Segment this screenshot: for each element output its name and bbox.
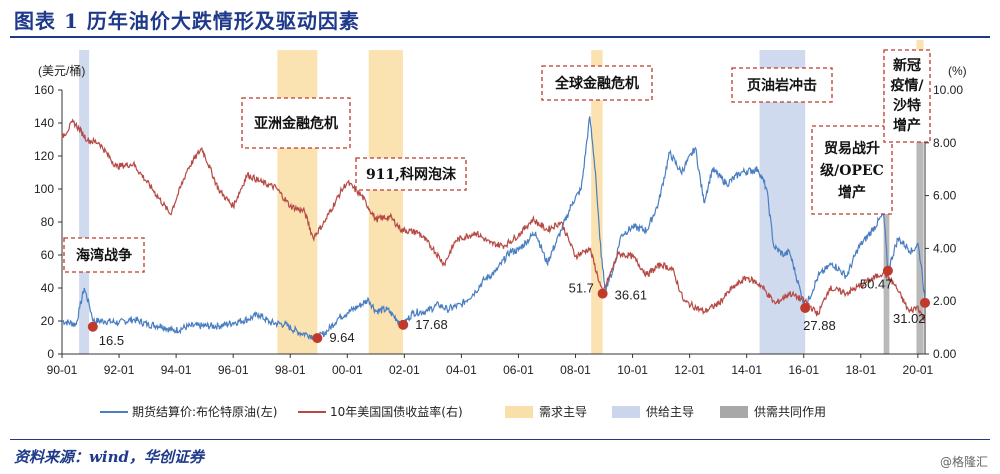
legend-label: 期货结算价:布伦特原油(左) — [132, 404, 277, 419]
right-tick-label: 2.00 — [933, 294, 957, 308]
value-label: 51.7 — [569, 281, 594, 296]
footer-divider — [10, 439, 990, 440]
left-tick-label: 60 — [41, 248, 55, 262]
chart-series — [61, 116, 926, 342]
legend-label: 需求主导 — [539, 405, 587, 419]
right-tick-label: 8.00 — [933, 136, 957, 150]
shaded-region-demand — [277, 50, 318, 354]
marker-label: 31.02 — [893, 311, 926, 326]
annotation-text: 沙特 — [893, 97, 921, 114]
marker-label: 27.88 — [803, 318, 836, 333]
source-note: 资料来源：wind，华创证券 — [14, 448, 205, 466]
right-tick-label: 10.00 — [933, 83, 963, 97]
x-tick-label: 18-01 — [845, 363, 876, 377]
left-tick-label: 120 — [34, 149, 54, 163]
marker-label: 36.61 — [615, 288, 648, 303]
x-tick-label: 14-01 — [731, 363, 762, 377]
annotation-text: 增产 — [838, 184, 866, 201]
x-tick-label: 98-01 — [275, 363, 306, 377]
x-tick-label: 20-01 — [903, 363, 934, 377]
annotation-box — [541, 65, 653, 101]
left-tick-label: 100 — [34, 182, 54, 196]
annotation-box — [355, 157, 467, 191]
legend-box-swatch — [505, 406, 533, 418]
annotation-box — [731, 67, 833, 103]
annotation-text: 新冠 — [893, 57, 921, 74]
shaded-region-demand — [368, 50, 403, 354]
marker-label: 9.64 — [329, 330, 354, 345]
annotation-text: 增产 — [893, 117, 921, 134]
x-tick-label: 10-01 — [617, 363, 648, 377]
right-tick-label: 0.00 — [933, 347, 957, 361]
chart-legend: 期货结算价:布伦特原油(左) 10年美国国债收益率(右) 需求主导 供给主导 供需共同作… — [100, 404, 826, 419]
legend-label: 供需共同作用 — [754, 405, 826, 419]
right-tick-label: 6.00 — [933, 189, 957, 203]
left-axis-unit: (美元/桶) — [38, 63, 85, 78]
marker-label: 17.68 — [415, 317, 448, 332]
x-tick-label: 96-01 — [218, 363, 249, 377]
left-tick-label: 40 — [41, 281, 55, 295]
marker-dot — [800, 302, 811, 313]
marker-dot — [920, 297, 930, 308]
legend-label: 供给主导 — [646, 405, 694, 419]
annotation-box — [811, 125, 893, 215]
watermark: @格隆汇 — [939, 455, 988, 469]
left-tick-label: 160 — [34, 83, 54, 97]
x-tick-label: 08-01 — [560, 363, 591, 377]
x-tick-label: 92-01 — [104, 363, 135, 377]
x-tick-label: 94-01 — [161, 363, 192, 377]
left-tick-label: 140 — [34, 116, 54, 130]
right-axis-unit: (%) — [948, 64, 967, 78]
annotation-text: 亚洲金融危机 — [254, 115, 338, 132]
series-line — [61, 118, 926, 323]
shaded-region-both — [916, 50, 924, 354]
chart-axes: (美元/桶) (%) 0 20 40 60 80 100 120 140 160 0.00 2.00 4.… — [34, 63, 967, 377]
shaded-region-supply — [79, 50, 90, 354]
oil-price-chart: (美元/桶) (%) 0 20 40 60 80 100 120 140 160 0.00 2.00 4.… — [34, 40, 967, 419]
x-tick-label: 12-01 — [674, 363, 705, 377]
series-line — [61, 116, 926, 342]
title-bar: 图表 1 历年油价大跌情形及驱动因素 — [0, 0, 1000, 36]
x-tick-label: 02-01 — [389, 363, 420, 377]
legend-box-swatch — [720, 406, 748, 418]
annotation-text: 级/OPEC — [820, 162, 884, 179]
annotation-text: 贸易战升 — [824, 140, 880, 157]
annotation-text: 911,科网泡沫 — [366, 166, 457, 183]
x-tick-label: 16-01 — [788, 363, 819, 377]
page-title: 图表 1 历年油价大跌情形及驱动因素 — [14, 9, 360, 33]
annotation-text: 页油岩冲击 — [747, 77, 817, 94]
x-tick-label: 06-01 — [503, 363, 534, 377]
marker-label: 50.47 — [860, 277, 893, 292]
annotation-text: 疫情/ — [890, 77, 924, 94]
title-divider — [10, 36, 990, 38]
legend-box-swatch — [612, 406, 640, 418]
annotation-text: 海湾战争 — [76, 247, 132, 264]
annotation-text: 全球金融危机 — [554, 75, 639, 92]
left-tick-label: 0 — [47, 347, 54, 361]
left-tick-label: 80 — [41, 215, 55, 229]
annotation-box — [883, 49, 931, 143]
marker-label: 16.5 — [99, 333, 124, 348]
annotation-box — [241, 97, 351, 149]
marker-dot — [882, 265, 893, 276]
right-tick-label: 4.00 — [933, 241, 957, 255]
chart-markers: 16.5 9.64 17.68 36.61 27.88 50.47 31.02 51.7 — [87, 265, 930, 348]
x-tick-label: 00-01 — [332, 363, 363, 377]
left-tick-label: 20 — [41, 314, 55, 328]
x-tick-label: 90-01 — [47, 363, 78, 377]
marker-dot — [597, 288, 608, 299]
marker-dot — [312, 333, 323, 344]
x-tick-label: 04-01 — [446, 363, 477, 377]
annotation-box — [63, 237, 145, 273]
marker-dot — [398, 319, 409, 330]
legend-label: 10年美国国债收益率(右) — [330, 404, 463, 419]
marker-dot — [87, 321, 98, 332]
